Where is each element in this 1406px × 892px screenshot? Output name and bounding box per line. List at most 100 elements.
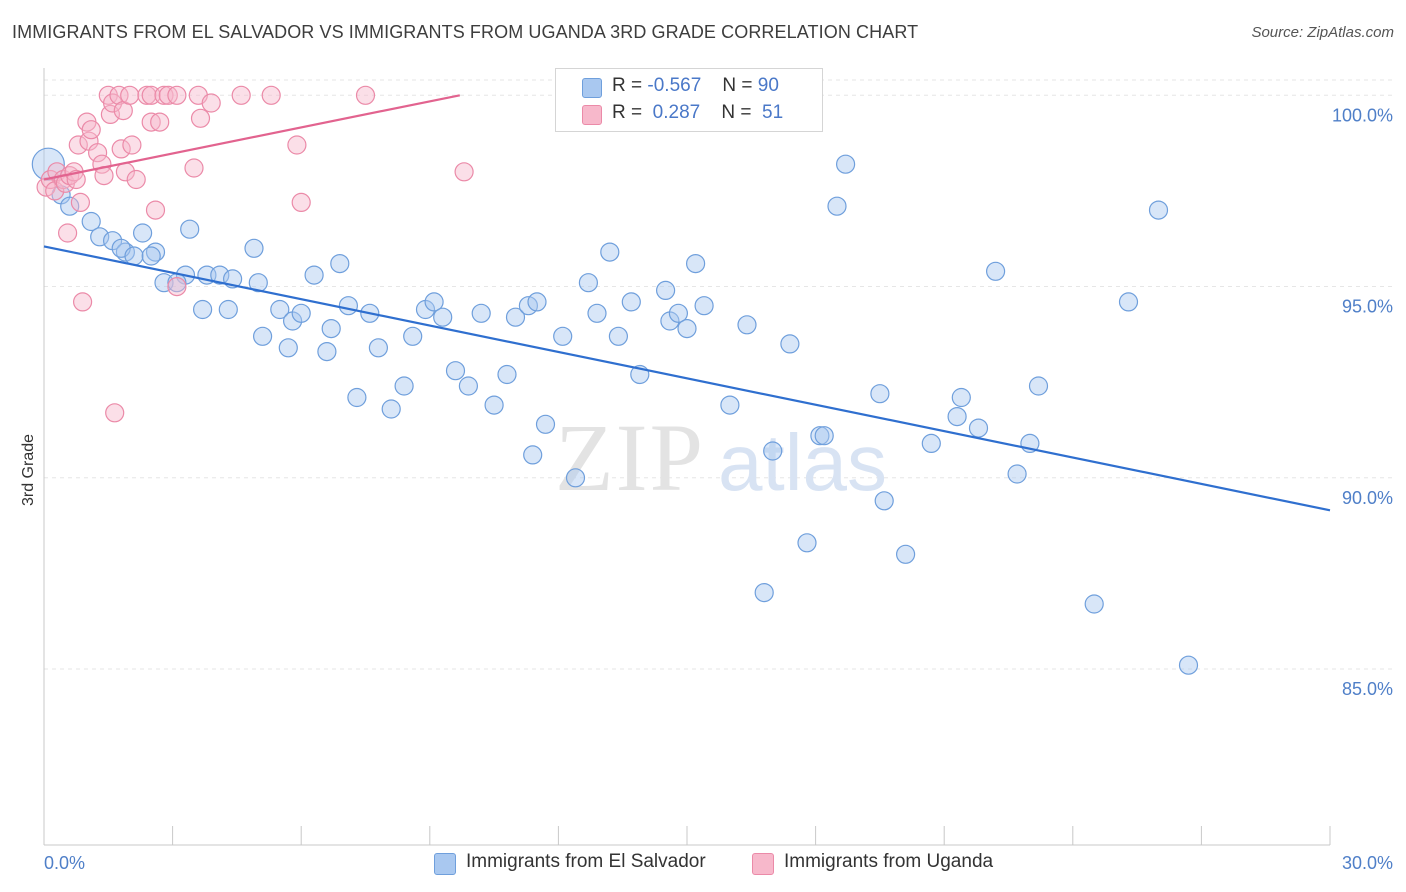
data-point (810, 426, 830, 446)
legend-label: Immigrants from El Salvador (466, 851, 706, 872)
data-point (253, 326, 273, 346)
data-point (57, 223, 78, 243)
data-point (968, 418, 989, 438)
y-tick-labels: 85.0% 90.0% 95.0% 100.0% (1332, 105, 1393, 699)
data-point (565, 468, 586, 488)
data-point (394, 376, 414, 396)
data-point (105, 403, 125, 423)
data-point (81, 211, 101, 232)
blue-swatch (582, 78, 602, 98)
data-point (484, 395, 504, 415)
data-point (330, 254, 350, 274)
r-value: 0.287 (647, 102, 701, 123)
data-point (668, 303, 689, 323)
axes (43, 68, 1331, 846)
data-point (424, 292, 444, 312)
legend-label: Immigrants from Uganda (784, 851, 994, 872)
data-point (248, 273, 268, 293)
data-point (137, 85, 157, 105)
data-point (553, 326, 573, 346)
data-point (70, 192, 91, 212)
series-el-salvador (31, 100, 1199, 675)
y-tick-label: 85.0% (1342, 679, 1393, 699)
trend-line-uganda (43, 94, 461, 181)
data-point (304, 265, 324, 285)
data-point (231, 85, 251, 105)
y-axis-label: 3rd Grade (20, 434, 37, 506)
data-point (814, 426, 834, 446)
data-point (874, 491, 894, 511)
data-point (124, 246, 144, 266)
y-tick-label: 95.0% (1342, 297, 1393, 317)
data-point (381, 399, 401, 419)
series-uganda (36, 85, 474, 423)
data-point (210, 265, 230, 285)
data-point (72, 292, 93, 312)
blue-swatch (434, 853, 456, 875)
data-point (145, 200, 166, 220)
data-point (355, 85, 376, 105)
data-point (193, 299, 213, 320)
data-point (587, 303, 607, 323)
data-point (1007, 464, 1027, 484)
data-point (87, 143, 108, 163)
data-point (433, 307, 453, 327)
data-point (122, 135, 142, 155)
data-point (797, 533, 817, 553)
data-point (754, 582, 774, 603)
watermark-atlas: atlas (718, 418, 887, 507)
data-point (81, 120, 101, 140)
data-point (454, 162, 474, 182)
trend-line-el-salvador (43, 245, 1331, 512)
data-point (835, 154, 856, 174)
n-value: 90 (757, 75, 779, 96)
pink-swatch (752, 853, 774, 875)
data-point (720, 395, 740, 415)
data-point (895, 544, 916, 564)
r-label: R = (612, 75, 643, 96)
data-point (458, 376, 478, 396)
data-point (780, 334, 800, 354)
data-point (737, 315, 757, 335)
data-point (167, 85, 187, 105)
data-point (201, 93, 221, 113)
x-tick-labels: 0.0% 30.0% (44, 853, 1393, 873)
y-tick-label: 90.0% (1342, 488, 1393, 508)
data-point (505, 307, 526, 327)
x-tick-label: 0.0% (44, 853, 85, 873)
data-point (1084, 594, 1104, 614)
n-value: 51 (756, 102, 784, 123)
data-point (535, 414, 556, 434)
data-point (527, 292, 547, 312)
source-label: Source: ZipAtlas.com (1251, 24, 1394, 41)
x-tick-label: 30.0% (1342, 853, 1393, 873)
data-point (270, 299, 290, 320)
data-point (321, 319, 341, 339)
watermark-zip: ZIP (555, 404, 705, 511)
r-label: R = (612, 102, 643, 123)
data-point (317, 342, 337, 362)
data-point (947, 407, 967, 427)
data-point (167, 277, 187, 297)
data-point (180, 219, 200, 239)
n-label: N = (722, 75, 753, 96)
data-point (471, 303, 491, 323)
data-point (347, 387, 367, 408)
watermark: ZIP atlas (555, 404, 887, 511)
data-point (763, 441, 783, 461)
data-point (141, 246, 161, 266)
data-point (523, 445, 543, 465)
data-point (677, 319, 697, 339)
data-point (287, 135, 307, 155)
data-point (1148, 200, 1169, 220)
data-point (109, 85, 129, 105)
chart-title: IMMIGRANTS FROM EL SALVADOR VS IMMIGRANT… (12, 22, 919, 42)
stats-legend: R = -0.567 N = 90 R = 0.287 N = 51 (555, 68, 823, 132)
data-point (261, 85, 281, 105)
data-point (827, 196, 847, 216)
data-point (608, 326, 629, 346)
data-point (126, 169, 146, 190)
data-point (218, 299, 238, 320)
data-point (445, 361, 466, 381)
data-point (244, 238, 264, 258)
